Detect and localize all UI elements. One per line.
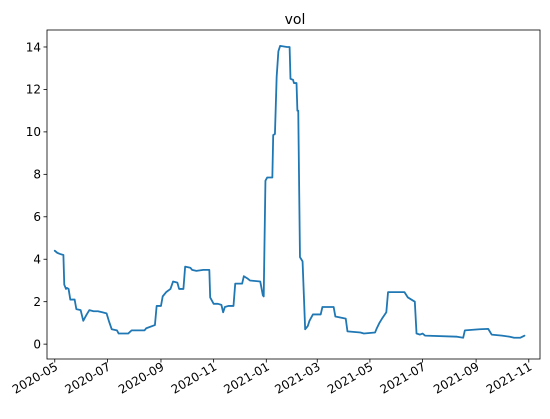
x-tick-label: 2020-11 [169,359,219,396]
x-tick-label: 2021-07 [378,359,428,396]
y-tick-label: 14 [26,40,41,54]
x-tick-label: 2020-05 [10,359,60,396]
chart-title: vol [285,12,306,28]
plot-frame [46,29,541,360]
x-tick-label: 2021-03 [272,359,322,396]
x-tick-label: 2020-09 [116,359,166,396]
y-tick-label: 8 [33,168,41,182]
y-tick-label: 0 [33,337,41,351]
y-tick-label: 12 [26,83,41,97]
y-tick-label: 10 [26,125,41,139]
series-group [53,45,526,339]
y-tick-label: 6 [33,210,41,224]
y-tick-label: 4 [33,253,41,267]
y-tick-label: 2 [33,295,41,309]
x-tick-label: 2021-05 [325,359,375,396]
x-tick-label: 2020-07 [63,359,113,396]
series-line-0 [53,45,526,339]
x-tick-label: 2021-09 [431,359,481,396]
x-tick-label: 2021-01 [221,359,271,396]
x-tick-label: 2021-11 [484,359,534,396]
